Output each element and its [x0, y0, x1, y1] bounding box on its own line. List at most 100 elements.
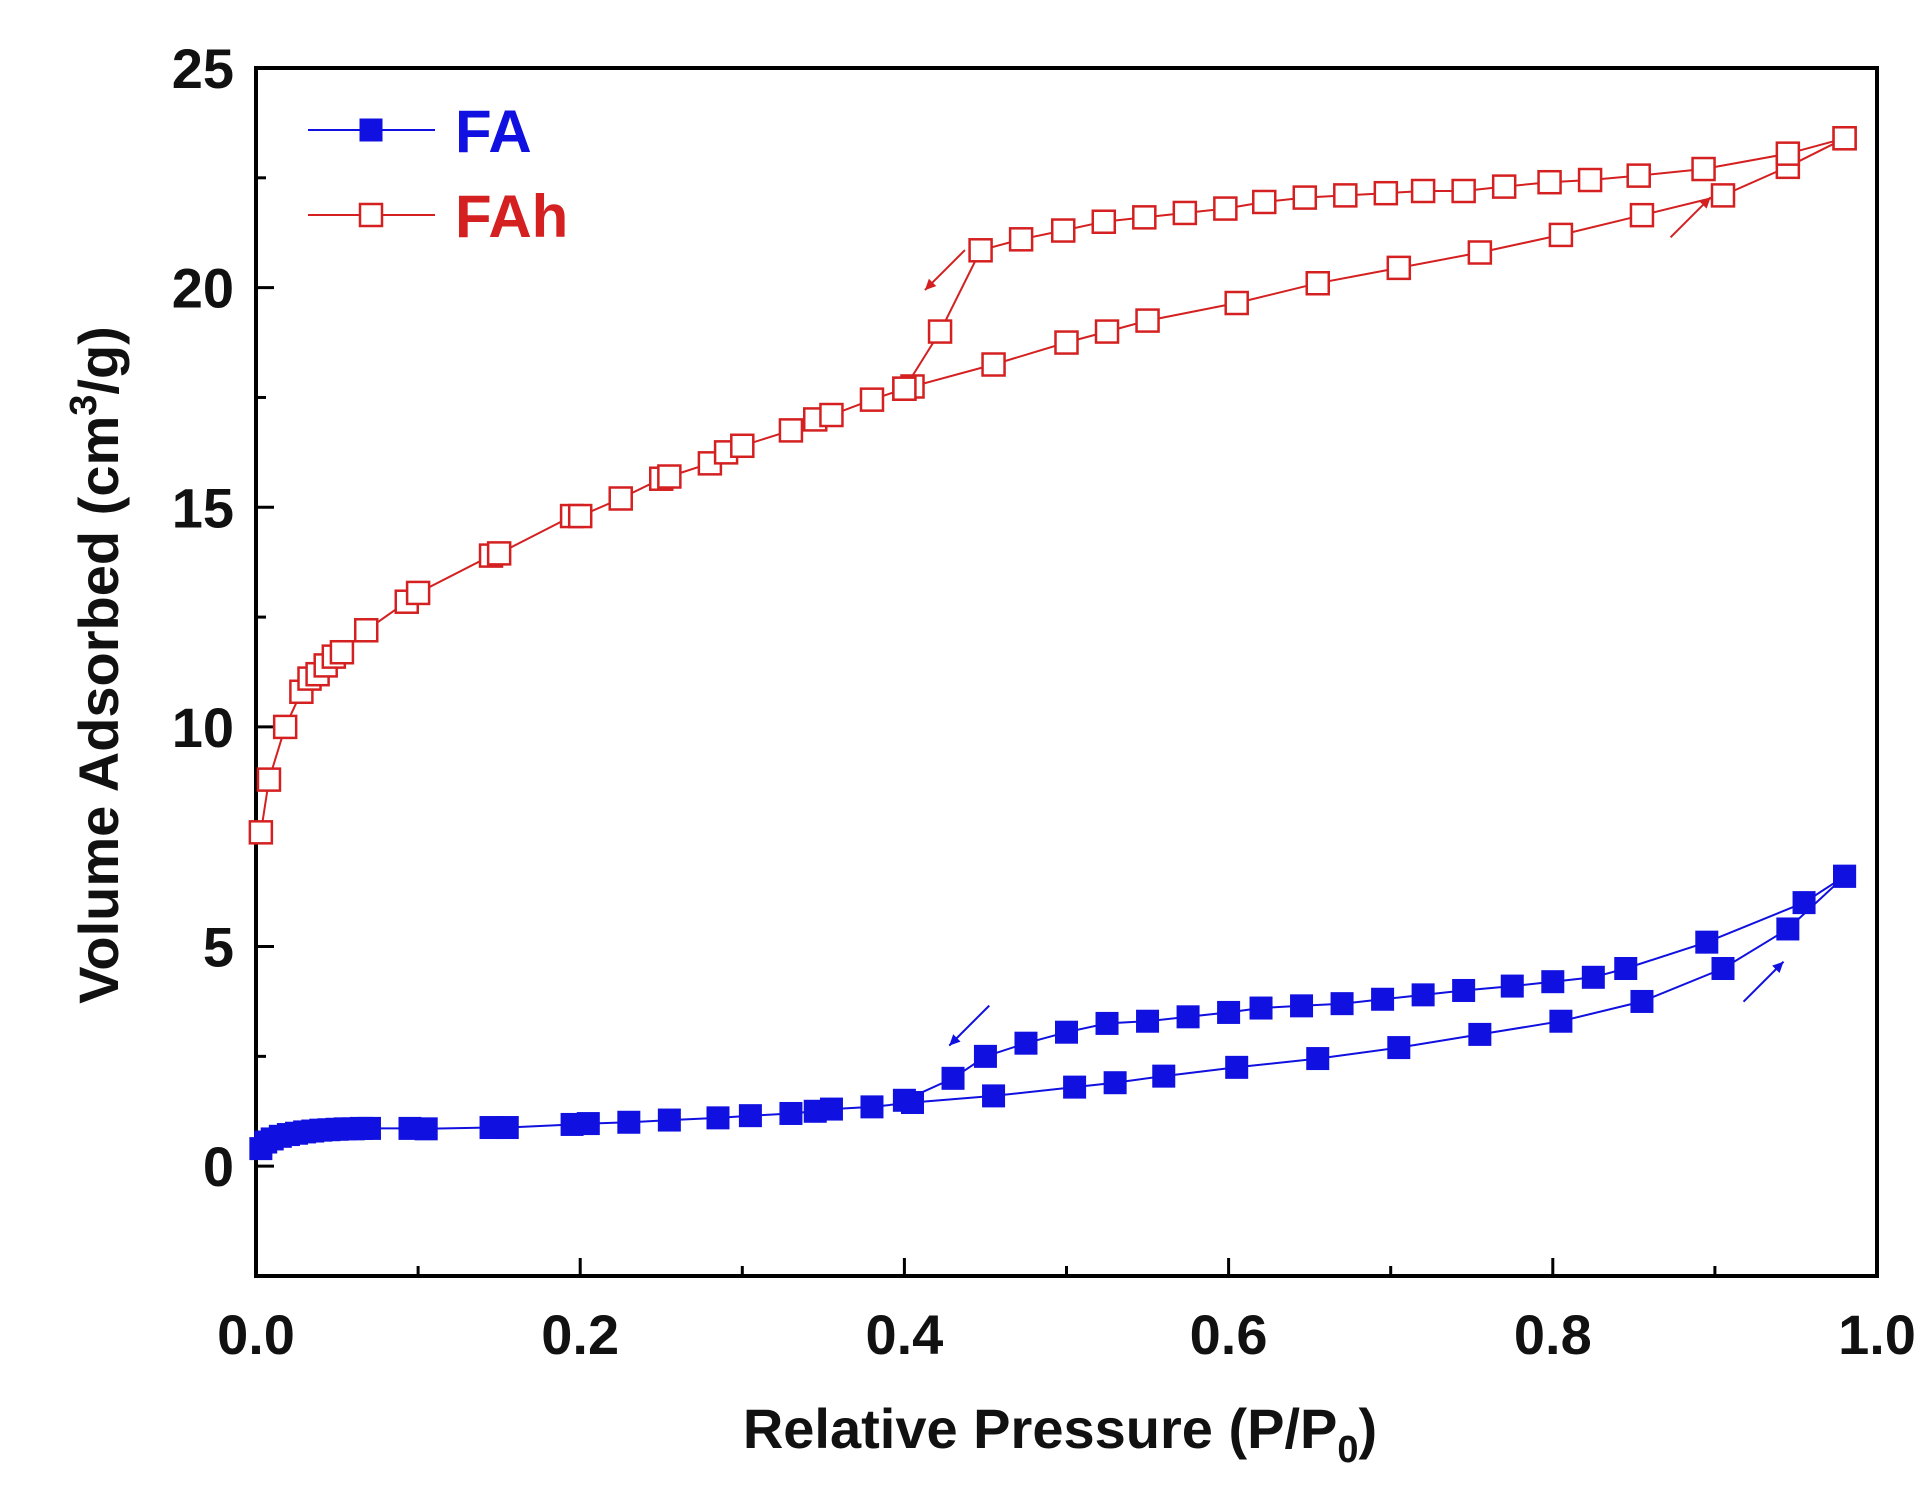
y-tick-label: 15	[172, 476, 234, 539]
data-point-fah	[1410, 178, 1436, 204]
axis-ticks	[254, 66, 1879, 1276]
data-point-fah	[1305, 270, 1331, 296]
data-point-fah	[1292, 185, 1318, 210]
data-point-fa	[1249, 996, 1273, 1020]
series-fah	[248, 126, 1857, 845]
series-line-fa-desorption	[903, 875, 1846, 1102]
data-point-fa	[860, 1095, 884, 1119]
data-point-fa	[495, 1116, 519, 1140]
data-point-fa	[1581, 965, 1605, 989]
data-point-fah	[819, 402, 844, 428]
y-tick-label: 10	[172, 696, 234, 759]
data-point-fah	[1051, 218, 1076, 243]
y-axis-title-main: Volume Adsorbed (cm	[67, 416, 130, 1004]
data-point-fa	[1152, 1064, 1176, 1088]
data-point-fa	[1095, 1011, 1119, 1035]
data-point-fa	[1541, 970, 1565, 994]
data-point-fa	[1290, 994, 1314, 1018]
data-point-fa	[982, 1084, 1006, 1108]
x-tick-label: 0.6	[1190, 1303, 1268, 1366]
data-point-fa	[357, 1116, 381, 1140]
y-tick-label: 25	[172, 37, 234, 100]
data-point-fah	[1333, 183, 1358, 208]
y-axis-title: Volume Adsorbed (cm3/g)	[63, 326, 130, 1004]
data-point-fah	[1626, 163, 1651, 188]
x-tick-label: 0.2	[541, 1303, 619, 1366]
legend-item-fah: FAh	[308, 183, 568, 250]
x-axis-title-main: Relative Pressure (P/P	[743, 1397, 1338, 1460]
arrow-fah-down-left	[924, 249, 966, 291]
data-point-fah	[778, 418, 804, 443]
data-point-fah	[405, 580, 431, 606]
legend-marker-fah	[358, 202, 384, 228]
axis-tick-labels: 0.0 0.2 0.4 0.6 0.8 1.0 0 5 10 15 20 25	[172, 37, 1916, 1366]
data-point-fa	[1776, 917, 1800, 941]
arrow-fah-up-right	[1669, 196, 1712, 239]
data-point-fa	[1014, 1031, 1038, 1055]
data-point-fah	[1710, 183, 1736, 208]
data-point-fah	[981, 352, 1006, 377]
data-point-fa	[1217, 1000, 1241, 1024]
data-point-fa	[1833, 864, 1857, 888]
legend-item-fa: FA	[308, 98, 532, 165]
legend-marker-fa	[359, 118, 383, 142]
data-point-fa	[1225, 1055, 1249, 1079]
data-point-fah	[1224, 290, 1249, 316]
data-point-fa	[1176, 1005, 1200, 1029]
data-point-fah	[1172, 200, 1198, 226]
x-axis-title-subscript: 0	[1337, 1429, 1358, 1471]
data-point-fah	[1054, 330, 1079, 355]
data-point-fa	[1792, 891, 1816, 915]
data-point-fa	[819, 1097, 843, 1121]
data-point-fah	[1008, 227, 1034, 252]
data-point-fa	[576, 1112, 600, 1136]
legend-label-fah: FAh	[455, 183, 568, 250]
data-point-fa	[1055, 1020, 1078, 1044]
data-point-fah	[1373, 180, 1399, 206]
direction-arrows	[924, 196, 1785, 1047]
x-axis-title-end: )	[1359, 1397, 1378, 1460]
arrow-fa-down-left	[948, 1004, 990, 1047]
y-axis-title-end: /g)	[67, 326, 130, 394]
data-point-fa	[1063, 1075, 1087, 1099]
data-point-fah	[486, 541, 512, 566]
data-point-fa	[973, 1044, 997, 1068]
data-point-fa	[779, 1101, 803, 1125]
data-point-fah	[1629, 202, 1655, 228]
data-point-fah	[1577, 167, 1603, 193]
data-point-fah	[1252, 189, 1277, 215]
data-point-fah	[657, 464, 682, 489]
x-tick-label: 0.0	[217, 1303, 295, 1366]
arrow-head	[949, 1034, 961, 1046]
data-point-fa	[1695, 930, 1719, 954]
data-point-fa	[1549, 1009, 1573, 1033]
data-point-fa	[1411, 983, 1435, 1007]
data-point-fa	[1103, 1071, 1127, 1095]
data-point-fa	[1387, 1036, 1411, 1060]
data-point-fah	[730, 433, 755, 459]
y-tick-label: 20	[172, 257, 234, 320]
data-point-fah	[1213, 196, 1238, 221]
series-fa	[249, 864, 1857, 1161]
data-point-fah	[968, 238, 993, 263]
arrow-fa-up-right	[1742, 960, 1785, 1003]
data-point-fah	[859, 387, 885, 412]
data-point-fah	[1491, 174, 1517, 199]
data-point-fah	[329, 639, 355, 665]
data-point-fah	[892, 376, 917, 401]
data-point-fa	[892, 1088, 916, 1112]
data-point-fah	[1467, 240, 1493, 265]
data-point-fah	[1775, 141, 1801, 166]
data-point-fa	[1136, 1009, 1160, 1033]
data-point-fah	[1132, 205, 1157, 230]
data-point-fah	[272, 714, 298, 740]
data-point-fah	[353, 618, 379, 643]
data-point-fah	[1091, 209, 1117, 234]
data-point-fah	[1135, 308, 1160, 333]
data-point-fah	[567, 503, 593, 529]
data-point-fa	[1306, 1047, 1330, 1071]
data-point-fah	[1548, 222, 1574, 248]
data-point-fa	[1630, 989, 1654, 1013]
